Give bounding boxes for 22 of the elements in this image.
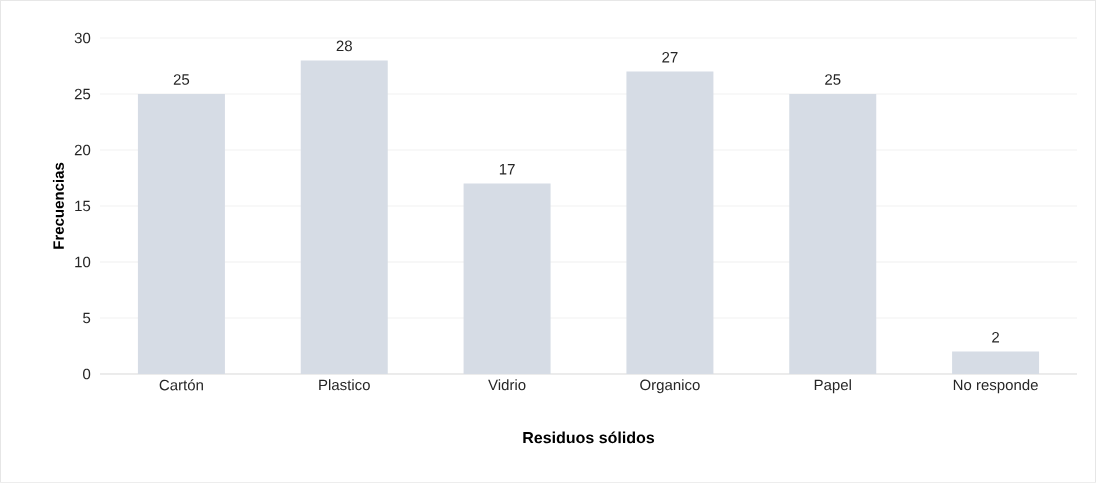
data-label: 27 <box>662 51 678 63</box>
y-tick-label: 0 <box>83 368 91 380</box>
x-tick-label: Plastico <box>319 379 370 391</box>
data-label: 2 <box>992 331 1000 343</box>
x-tick-label: No responde <box>953 379 1038 394</box>
data-label: 28 <box>336 40 352 52</box>
data-label: 25 <box>825 74 841 85</box>
y-tick-label: 25 <box>74 88 91 100</box>
y-tick-label: 5 <box>83 312 91 324</box>
data-label: 25 <box>173 74 190 85</box>
x-tick-label: Vidrio <box>488 379 526 391</box>
data-label: 17 <box>499 164 515 175</box>
bar <box>952 351 1040 374</box>
y-tick-label: 20 <box>74 144 91 156</box>
y-tick-label: 30 <box>74 32 91 44</box>
x-axis-title: Residuos sólidos <box>523 431 655 444</box>
y-tick-label: 10 <box>75 256 91 268</box>
x-tick-label: Cartón <box>159 379 203 391</box>
x-tick-label: Papel <box>814 379 851 394</box>
x-tick-label: Organico <box>640 379 700 394</box>
y-axis-title: Frecuencias <box>52 162 64 249</box>
y-tick-label: 15 <box>75 200 91 212</box>
